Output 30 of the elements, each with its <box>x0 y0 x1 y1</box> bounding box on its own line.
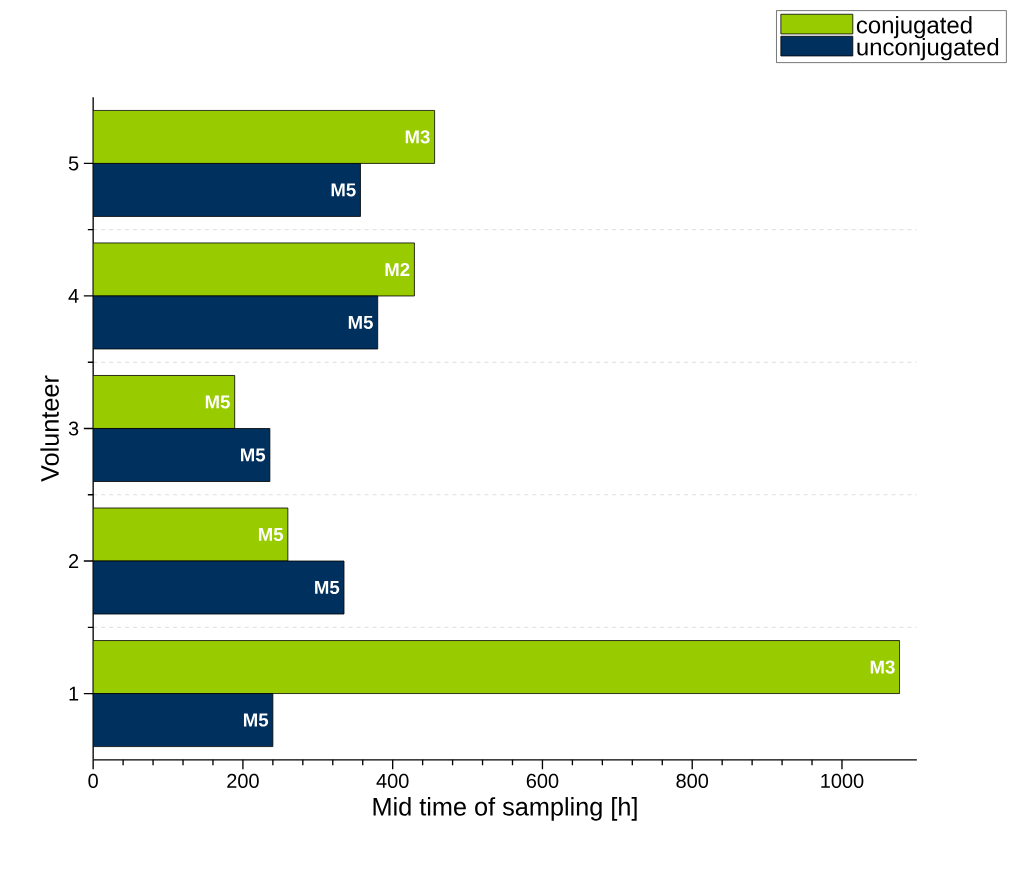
data-label: M3 <box>870 660 895 674</box>
legend-label: unconjugated <box>857 37 999 61</box>
data-label: M5 <box>205 395 230 409</box>
bar <box>93 295 379 350</box>
y-axis-title: Volunteer <box>40 375 59 482</box>
data-label: M5 <box>258 528 284 542</box>
y-tick-label: 2 <box>69 554 79 569</box>
data-label: M5 <box>240 448 266 462</box>
data-label: M5 <box>348 316 373 329</box>
x-tick-label: 800 <box>676 773 709 788</box>
x-tick-label: 0 <box>88 773 98 788</box>
data-label: M2 <box>385 262 410 276</box>
bar <box>93 693 274 748</box>
x-tick-label: 200 <box>227 773 259 788</box>
x-tick-label: 600 <box>526 773 559 788</box>
y-tick-label: 5 <box>68 156 79 171</box>
bar <box>93 428 271 482</box>
x-tick-label: 1000 <box>821 773 864 788</box>
y-tick-label: 1 <box>69 686 79 701</box>
x-axis-title: Mid time of sampling [h] <box>373 797 637 821</box>
x-tick-label: 400 <box>376 773 409 788</box>
data-label: M5 <box>243 713 269 727</box>
data-label: M5 <box>315 581 340 595</box>
data-label: M5 <box>331 183 356 197</box>
y-tick-label: 3 <box>68 421 79 436</box>
legend-label: conjugated <box>856 15 972 39</box>
bar <box>93 163 361 217</box>
data-label: M3 <box>405 130 430 144</box>
bar <box>93 560 345 615</box>
y-tick-label: 4 <box>68 289 79 303</box>
